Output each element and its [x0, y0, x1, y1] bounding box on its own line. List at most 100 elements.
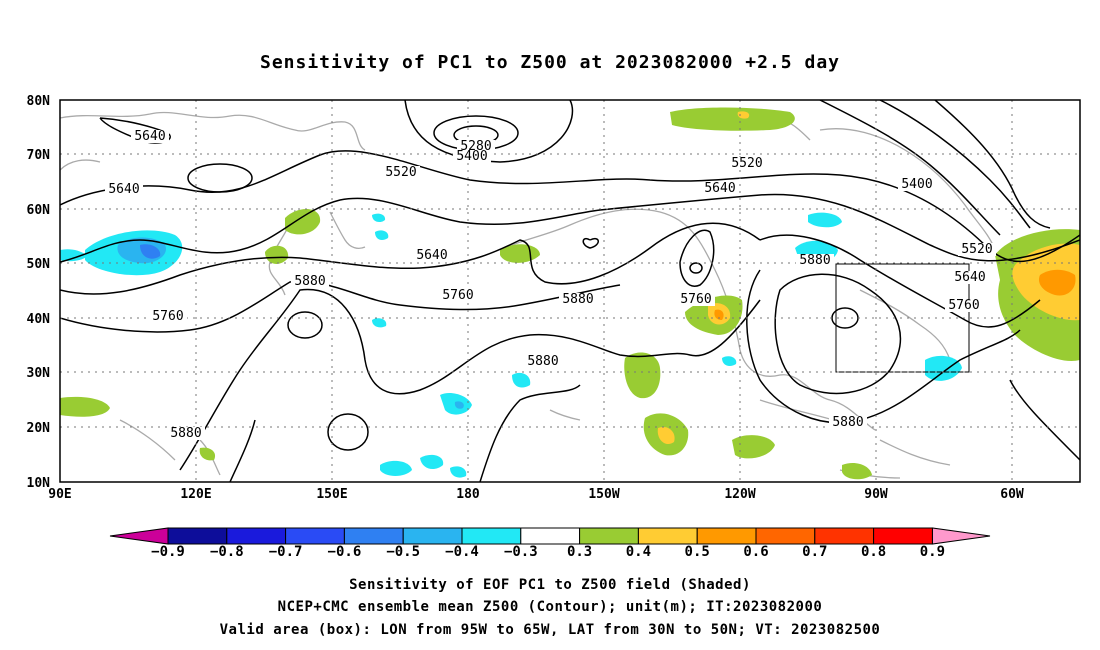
- colorbar-swatch: [461, 527, 522, 545]
- contour-label-bg: [291, 275, 329, 288]
- colorbar-label: −0.5: [386, 544, 420, 560]
- contour-label-bg: [898, 178, 936, 191]
- colorbar-label: 0.9: [920, 544, 945, 560]
- contour-label: 5880: [294, 274, 325, 289]
- contour-label: 5760: [442, 288, 473, 303]
- contour-label: 5520: [731, 156, 762, 171]
- lon-tick: 150W: [588, 487, 619, 502]
- contour-label-bg: [958, 243, 996, 256]
- lat-tick: 10N: [27, 476, 51, 491]
- contour-label: 5640: [954, 270, 985, 285]
- lat-tick: 70N: [27, 148, 51, 163]
- contour-label-bg: [105, 183, 143, 196]
- valid-area-box: [835, 263, 970, 373]
- colorbar: −0.9 −0.8 −0.7 −0.6 −0.5 −0.4 −0.3 0.3 0.4 0.5 0.6…: [109, 527, 991, 560]
- contour-label-bg: [701, 182, 739, 195]
- colorbar-label: −0.9: [151, 544, 185, 560]
- colorbar-label: −0.6: [328, 544, 362, 560]
- contour-label-bg: [796, 254, 834, 267]
- colorbar-swatch: [814, 527, 875, 545]
- colorbar-label: 0.3: [567, 544, 592, 560]
- colorbar-label: 0.6: [743, 544, 768, 560]
- contour-label-bg: [829, 416, 867, 429]
- colorbar-label: 0.8: [861, 544, 886, 560]
- contour-label: 5880: [527, 354, 558, 369]
- footer-line-3: Valid area (box): LON from 95W to 65W, L…: [220, 622, 881, 638]
- colorbar-label: 0.5: [685, 544, 710, 560]
- contour-label: 5760: [948, 298, 979, 313]
- colorbar-swatch: [755, 527, 816, 545]
- colorbar-label: −0.3: [504, 544, 538, 560]
- lat-tick: 20N: [27, 421, 51, 436]
- lat-tick: 40N: [27, 312, 51, 327]
- map-background: [60, 100, 1080, 482]
- contour-label-bg: [559, 293, 597, 306]
- lat-tick: 80N: [27, 94, 51, 109]
- contour-label: 5760: [680, 292, 711, 307]
- lon-axis: 90E 120E 150E 180 150W 120W 90W 60W: [48, 487, 1024, 502]
- map-title: Sensitivity of PC1 to Z500 at 2023082000…: [260, 52, 840, 73]
- gridlines: [60, 100, 1080, 482]
- contour-label-bg: [728, 157, 766, 170]
- contour-label: 5640: [108, 182, 139, 197]
- colorbar-swatch: [285, 527, 345, 545]
- map-panel: 5640564057605880588052805400552056405760…: [27, 94, 1081, 502]
- contour-label-bg: [951, 271, 989, 284]
- contour-label-bg: [413, 249, 451, 262]
- lon-tick: 150E: [316, 487, 347, 502]
- contour-label-bg: [524, 355, 562, 368]
- contour-label: 5880: [832, 415, 863, 430]
- contour-label: 5640: [704, 181, 735, 196]
- contour-label-bg: [149, 310, 187, 323]
- colorbar-swatch: [637, 527, 698, 545]
- lon-tick: 60W: [1000, 487, 1024, 502]
- contour-label: 5760: [152, 309, 183, 324]
- lat-tick: 30N: [27, 366, 51, 381]
- colorbar-swatch: [226, 527, 287, 545]
- map-frame: [59, 99, 1081, 483]
- contour-label-bg: [457, 140, 495, 153]
- contour-label-bg: [439, 289, 477, 302]
- contour-label: 5400: [456, 149, 487, 164]
- contour-label: 5520: [385, 165, 416, 180]
- contour-label-bg: [131, 130, 169, 143]
- colorbar-label: 0.7: [802, 544, 827, 560]
- lat-axis: 80N 70N 60N 50N 40N 30N 20N 10N: [27, 94, 51, 491]
- colorbar-swatch: [873, 527, 933, 545]
- colorbar-label: −0.7: [269, 544, 303, 560]
- lon-tick: 180: [456, 487, 480, 502]
- contour-label-bg: [167, 427, 205, 440]
- colorbar-swatch: [343, 527, 404, 545]
- colorbar-label: −0.4: [445, 544, 479, 560]
- contour-label: 5880: [799, 253, 830, 268]
- colorbar-low-arrow: [109, 527, 169, 545]
- colorbar-high-arrow: [931, 527, 991, 545]
- contour-label: 5880: [170, 426, 201, 441]
- lat-tick: 60N: [27, 203, 51, 218]
- footer-line-2: NCEP+CMC ensemble mean Z500 (Contour); u…: [278, 599, 823, 615]
- footer-line-1: Sensitivity of EOF PC1 to Z500 field (Sh…: [349, 577, 751, 593]
- contour-label: 5520: [961, 242, 992, 257]
- contour-label-bg: [382, 166, 420, 179]
- lon-tick: 120E: [180, 487, 211, 502]
- contour-label: 5640: [134, 129, 165, 144]
- colorbar-swatch: [402, 527, 463, 545]
- contour-label: 5640: [416, 248, 447, 263]
- colorbar-label: 0.4: [626, 544, 651, 560]
- contour-label-bg: [453, 150, 491, 163]
- lon-tick: 90E: [48, 487, 71, 502]
- lon-tick: 90W: [864, 487, 888, 502]
- sensitivity-shading: [60, 107, 1080, 480]
- lat-tick: 50N: [27, 257, 51, 272]
- contour-label-bg: [945, 299, 983, 312]
- colorbar-swatch: [696, 527, 757, 545]
- colorbar-swatch: [579, 527, 639, 545]
- contour-label: 5880: [562, 292, 593, 307]
- colorbar-swatch: [520, 527, 581, 545]
- contour-labels: 5640564057605880588052805400552056405760…: [105, 129, 996, 441]
- lon-tick: 120W: [724, 487, 755, 502]
- contour-label: 5400: [901, 177, 932, 192]
- contour-label-bg: [677, 293, 715, 306]
- colorbar-label: −0.8: [210, 544, 244, 560]
